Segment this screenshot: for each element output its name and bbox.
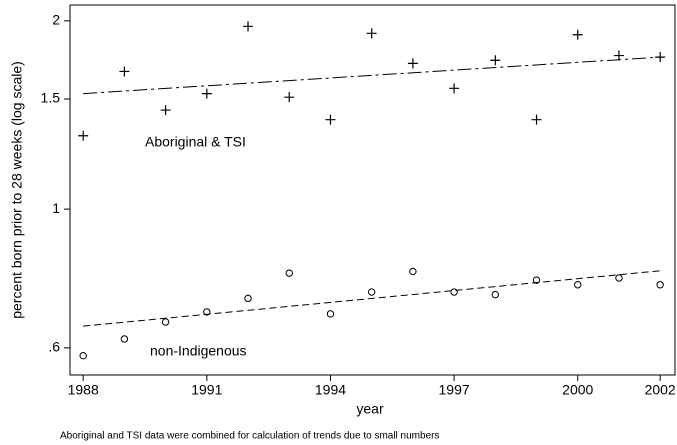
point <box>119 66 130 77</box>
x-axis-label: year <box>356 401 384 417</box>
y-tick-label: 2 <box>52 12 60 28</box>
y-axis-label: percent born prior to 28 weeks (log scal… <box>9 61 25 319</box>
point <box>615 274 623 282</box>
x-tick-label: 2002 <box>645 382 676 398</box>
point <box>120 335 129 343</box>
point <box>531 114 542 125</box>
point <box>284 92 295 103</box>
point <box>491 290 500 299</box>
plot-frame <box>69 4 676 376</box>
point <box>409 267 417 276</box>
point <box>326 310 335 318</box>
trend-line <box>83 56 661 95</box>
trend-line <box>83 270 661 327</box>
point <box>325 114 336 125</box>
x-tick-label: 1997 <box>439 382 470 398</box>
point <box>366 28 377 39</box>
point <box>243 21 254 32</box>
point <box>574 281 582 289</box>
point <box>78 130 89 141</box>
series-label: non-Indigenous <box>150 343 247 359</box>
caption: Aboriginal and TSI data were combined fo… <box>60 431 439 442</box>
series-label: Aboriginal & TSI <box>145 134 246 150</box>
y-tick-label: 1 <box>52 200 60 216</box>
point <box>613 50 624 61</box>
point <box>450 288 458 296</box>
point <box>367 288 376 296</box>
x-tick-label: 1994 <box>315 382 346 398</box>
point <box>532 276 541 284</box>
x-tick-label: 1991 <box>191 382 222 398</box>
y-tick-label: 1.5 <box>41 90 61 106</box>
x-tick-label: 1988 <box>68 382 99 398</box>
point <box>285 269 293 277</box>
point <box>160 105 171 116</box>
point <box>203 308 211 316</box>
point <box>161 318 170 326</box>
y-tick-label: .6 <box>48 339 60 355</box>
point <box>490 55 501 66</box>
point <box>79 351 87 360</box>
point <box>655 52 666 63</box>
point <box>449 83 460 94</box>
point <box>407 58 418 69</box>
point <box>656 281 664 289</box>
point <box>572 29 583 40</box>
point <box>201 88 212 99</box>
point <box>244 294 252 303</box>
x-tick-label: 2000 <box>562 382 593 398</box>
